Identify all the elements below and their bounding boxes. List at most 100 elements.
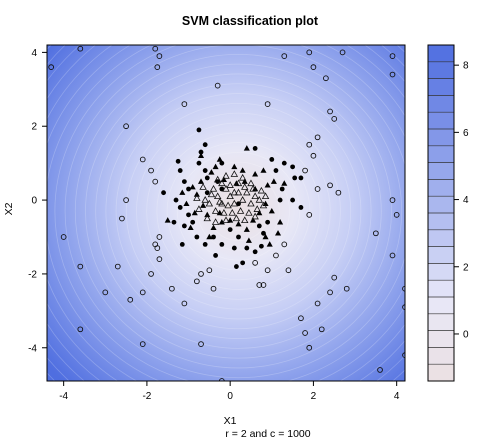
x-tick-label: -4 bbox=[59, 391, 68, 402]
colorbar-band bbox=[428, 95, 454, 113]
open-triangle-point bbox=[218, 179, 226, 187]
open-circle-point bbox=[335, 189, 342, 196]
colorbar-band bbox=[428, 162, 454, 180]
filled-circle-point bbox=[240, 260, 246, 266]
filled-circle-point bbox=[198, 149, 204, 155]
open-circle-point bbox=[139, 289, 146, 296]
colorbar-band bbox=[428, 297, 454, 315]
open-triangle-point bbox=[205, 199, 214, 207]
open-triangle-point bbox=[226, 192, 234, 200]
filled-triangle-point bbox=[243, 226, 250, 232]
y-axis-label: X2 bbox=[3, 202, 15, 215]
contour-line bbox=[85, 63, 392, 359]
filled-circle-point bbox=[290, 197, 296, 203]
open-circle-point bbox=[306, 141, 313, 148]
colorbar-band bbox=[428, 364, 454, 382]
filled-circle-point bbox=[236, 234, 241, 240]
open-triangle-point bbox=[199, 183, 207, 190]
open-circle-point bbox=[318, 326, 325, 333]
filled-circle-point bbox=[202, 241, 208, 247]
colorbar-legend: 0 2 4 6 8 bbox=[427, 44, 469, 382]
data-points bbox=[48, 45, 405, 381]
filled-circle-point bbox=[227, 227, 233, 233]
filled-circle-point bbox=[244, 245, 250, 251]
colorbar-band bbox=[428, 129, 454, 147]
open-circle-point bbox=[60, 234, 67, 240]
open-triangle-point bbox=[211, 218, 220, 225]
colorbar-tick-label: 6 bbox=[463, 128, 469, 139]
filled-triangle-point bbox=[218, 219, 225, 225]
open-triangle-point bbox=[241, 216, 249, 224]
open-triangle-point bbox=[236, 207, 245, 214]
filled-triangle-point bbox=[274, 230, 282, 236]
filled-triangle-point bbox=[179, 189, 186, 195]
filled-circle-point bbox=[298, 175, 304, 181]
contour-line bbox=[156, 132, 321, 290]
contour-line bbox=[136, 112, 341, 310]
filled-triangle-point bbox=[191, 209, 198, 216]
colorbar-band bbox=[428, 280, 454, 298]
open-circle-point bbox=[306, 211, 313, 218]
filled-triangle-point bbox=[216, 156, 223, 162]
open-circle-point bbox=[310, 64, 317, 71]
open-circle-point bbox=[310, 152, 317, 159]
open-triangle-point bbox=[213, 175, 222, 183]
filled-circle-point bbox=[177, 168, 183, 173]
y-tick-label: 2 bbox=[31, 122, 37, 133]
filled-triangle-point bbox=[281, 180, 288, 186]
filled-circle-point bbox=[202, 142, 208, 148]
open-triangle-point bbox=[247, 179, 255, 187]
open-triangle-point bbox=[220, 208, 228, 216]
filled-circle-point bbox=[234, 264, 239, 269]
x-tick-label: 0 bbox=[227, 391, 233, 402]
open-triangle-point bbox=[226, 181, 234, 188]
open-circle-point bbox=[198, 341, 204, 347]
filled-triangle-point bbox=[210, 224, 217, 231]
y-axis: -4 -2 0 2 4 bbox=[28, 48, 48, 354]
open-triangle-point bbox=[257, 186, 266, 194]
open-circle-point bbox=[389, 197, 396, 203]
filled-circle-point bbox=[177, 205, 183, 210]
colorbar-band bbox=[428, 347, 454, 365]
colorbar-band bbox=[428, 78, 454, 96]
open-circle-point bbox=[210, 285, 217, 292]
open-triangle-point bbox=[234, 188, 243, 196]
open-circle-point bbox=[306, 49, 313, 56]
open-circle-point bbox=[181, 300, 188, 307]
filled-triangle-point bbox=[256, 209, 263, 216]
chart-subtitle: r = 2 and c = 1000 bbox=[225, 428, 310, 440]
contour-line bbox=[95, 73, 382, 349]
filled-triangle-point bbox=[235, 220, 242, 227]
filled-circle-point bbox=[181, 223, 187, 229]
open-circle-point bbox=[281, 53, 288, 59]
open-triangle-point bbox=[259, 201, 268, 209]
filled-triangle-point bbox=[260, 167, 267, 173]
filled-circle-point bbox=[173, 197, 179, 203]
filled-circle-point bbox=[202, 168, 208, 173]
open-circle-point bbox=[156, 256, 163, 263]
open-circle-point bbox=[314, 186, 321, 192]
open-triangle-point bbox=[241, 183, 249, 190]
contour-line bbox=[115, 93, 362, 330]
open-triangle-point bbox=[209, 184, 218, 192]
filled-triangle-point bbox=[239, 167, 246, 173]
open-triangle-point bbox=[201, 196, 209, 203]
open-triangle-point bbox=[195, 205, 203, 212]
filled-circle-point bbox=[298, 205, 304, 210]
filled-triangle-point bbox=[197, 178, 205, 184]
filled-triangle-point bbox=[164, 217, 171, 223]
open-triangle-point bbox=[222, 172, 230, 179]
open-circle-point bbox=[402, 352, 405, 359]
open-circle-point bbox=[373, 230, 379, 237]
open-circle-point bbox=[169, 285, 175, 292]
open-circle-point bbox=[194, 278, 200, 285]
open-triangle-point bbox=[193, 194, 201, 201]
open-triangle-point bbox=[255, 196, 264, 203]
open-circle-point bbox=[102, 289, 109, 296]
x-tick-label: 4 bbox=[394, 391, 400, 402]
open-triangle-point bbox=[213, 192, 222, 200]
open-triangle-point bbox=[234, 179, 243, 187]
open-triangle-point bbox=[245, 208, 253, 216]
contour-line bbox=[125, 102, 352, 320]
